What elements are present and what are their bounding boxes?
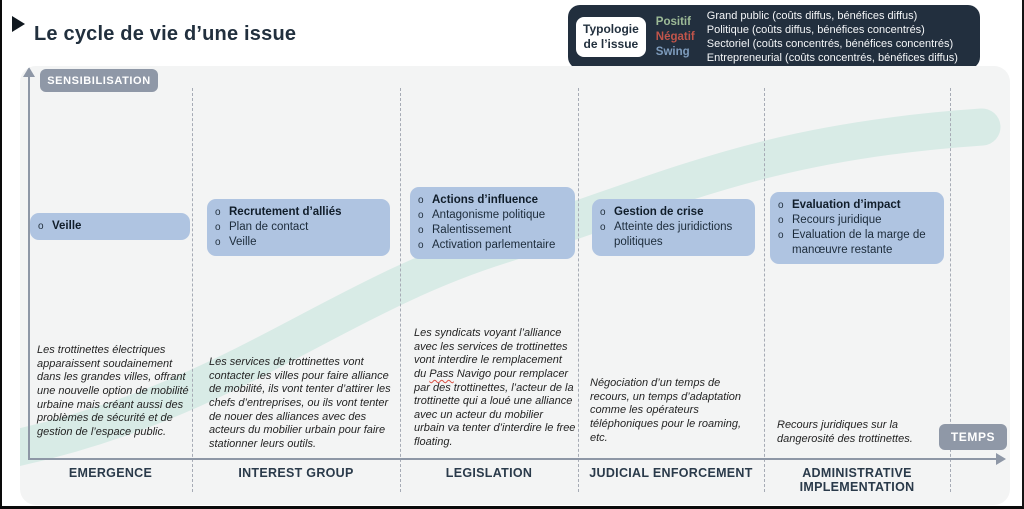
- action-item-label: Atteinte des juridictions politiques: [614, 221, 733, 248]
- action-item-label: Actions d’influence: [432, 194, 539, 206]
- bullet-icon: o: [418, 195, 424, 206]
- legend-type: Swing: [655, 45, 690, 58]
- action-box: o Evaluation d’impact o Recours juridique o E…: [770, 192, 944, 264]
- action-item: o Recours juridique: [778, 213, 936, 228]
- action-item: o Recrutement d’alliés: [215, 205, 382, 220]
- bullet-icon: o: [215, 222, 221, 233]
- bullet-icon: o: [600, 207, 606, 218]
- action-item: o Veille: [38, 219, 182, 234]
- action-item-label: Evaluation de la marge de manœuvre resta…: [792, 229, 926, 256]
- x-axis: [28, 458, 1000, 460]
- legend-label: Typologie de l’issue: [576, 17, 646, 57]
- stage-label: EMERGENCE: [68, 466, 153, 480]
- stage-label: JUDICIAL ENFORCEMENT: [589, 466, 753, 480]
- bullet-icon: o: [778, 200, 784, 211]
- action-item: o Actions d’influence: [418, 193, 567, 208]
- x-axis-arrow-icon: [996, 453, 1006, 465]
- action-item-label: Veille: [52, 220, 82, 232]
- stage-description: Recours juridiques sur la dangerosité de…: [777, 419, 913, 445]
- action-item: o Evaluation d’impact: [778, 198, 936, 213]
- y-axis-badge: SENSIBILISATION: [40, 69, 158, 92]
- action-item-label: Recours juridique: [792, 214, 882, 226]
- stage-description: Les trottinettes électriques apparaissen…: [37, 344, 189, 438]
- stage-description: Les services de trottinettes vont contac…: [209, 356, 391, 450]
- action-item-label: Recrutement d’alliés: [229, 206, 342, 218]
- stage-label: LEGISLATION: [445, 466, 533, 480]
- x-axis-badge: TEMPS: [939, 424, 1007, 450]
- legend-type: Négatif: [655, 30, 695, 43]
- legend-label-line1: Typologie: [583, 22, 639, 36]
- legend-description: Politique (coûts diffus, bénéfices conce…: [706, 24, 925, 36]
- action-item-label: Activation parlementaire: [432, 239, 556, 251]
- action-item: o Gestion de crise: [600, 205, 747, 220]
- action-item-label: Plan de contact: [229, 221, 309, 233]
- action-box: o Actions d’influence o Antagonisme politiq…: [410, 187, 575, 259]
- action-item: o Evaluation de la marge de manœuvre rest…: [778, 228, 936, 258]
- action-item: o Plan de contact: [215, 220, 382, 235]
- y-axis: [28, 76, 30, 458]
- bullet-icon: o: [600, 222, 606, 233]
- bullet-icon: o: [778, 215, 784, 226]
- action-item-label: Veille: [229, 236, 257, 248]
- issue-typology-legend: Typologie de l’issue Positif Négatif Swing…: [568, 5, 980, 69]
- stage-label: INTEREST GROUP: [238, 466, 354, 480]
- bullet-icon: o: [418, 225, 424, 236]
- column-divider: [578, 88, 579, 492]
- action-box: o Gestion de crise o Atteinte des juridicti…: [592, 199, 755, 256]
- title-arrow-icon: [12, 16, 25, 32]
- stage-label: ADMINISTRATIVE IMPLEMENTATION: [799, 466, 915, 495]
- action-item: o Veille: [215, 235, 382, 250]
- page-title: Le cycle de vie d’une issue: [34, 23, 297, 46]
- action-item: o Activation parlementaire: [418, 238, 567, 253]
- column-divider: [400, 88, 401, 492]
- action-item: o Ralentissement: [418, 223, 567, 238]
- legend-description: Grand public (coûts diffus, bénéfices di…: [706, 10, 918, 22]
- column-divider: [192, 88, 193, 492]
- bullet-icon: o: [418, 240, 424, 251]
- action-item: o Atteinte des juridictions politiques: [600, 220, 747, 250]
- stage-description: Les syndicats voyant l’alliance avec les…: [414, 327, 576, 448]
- y-axis-arrow-icon: [23, 67, 35, 77]
- bullet-icon: o: [38, 221, 44, 232]
- spellcheck-underline: Pass: [429, 367, 454, 380]
- legend-type: Positif: [655, 15, 691, 28]
- legend-type-list: Positif Négatif Swing: [656, 15, 695, 60]
- action-box: o Recrutement d’alliés o Plan de contact o Ve…: [207, 199, 390, 256]
- action-item-label: Evaluation d’impact: [792, 199, 901, 211]
- legend-description-list: Grand public (coûts diffus, bénéfices di…: [707, 9, 972, 65]
- stage-description: Négociation d’un temps de recours, un te…: [590, 377, 742, 444]
- column-divider: [950, 88, 951, 492]
- action-item-label: Gestion de crise: [614, 206, 704, 218]
- bullet-icon: o: [215, 237, 221, 248]
- column-divider: [764, 88, 765, 492]
- bullet-icon: o: [418, 210, 424, 221]
- legend-label-line2: de l’issue: [583, 37, 639, 51]
- action-item-label: Ralentissement: [432, 224, 512, 236]
- action-item-label: Antagonisme politique: [432, 209, 546, 221]
- bullet-icon: o: [778, 230, 784, 241]
- legend-description: Sectoriel (coûts concentrés, bénéfices c…: [706, 38, 954, 50]
- legend-description: Entrepreneurial (coûts concentrés, bénéf…: [706, 52, 958, 64]
- action-box: o Veille: [30, 213, 190, 240]
- chart-panel: SENSIBILISATION TEMPS o Veille Les trottin…: [20, 66, 1010, 505]
- bullet-icon: o: [215, 207, 221, 218]
- action-item: o Antagonisme politique: [418, 208, 567, 223]
